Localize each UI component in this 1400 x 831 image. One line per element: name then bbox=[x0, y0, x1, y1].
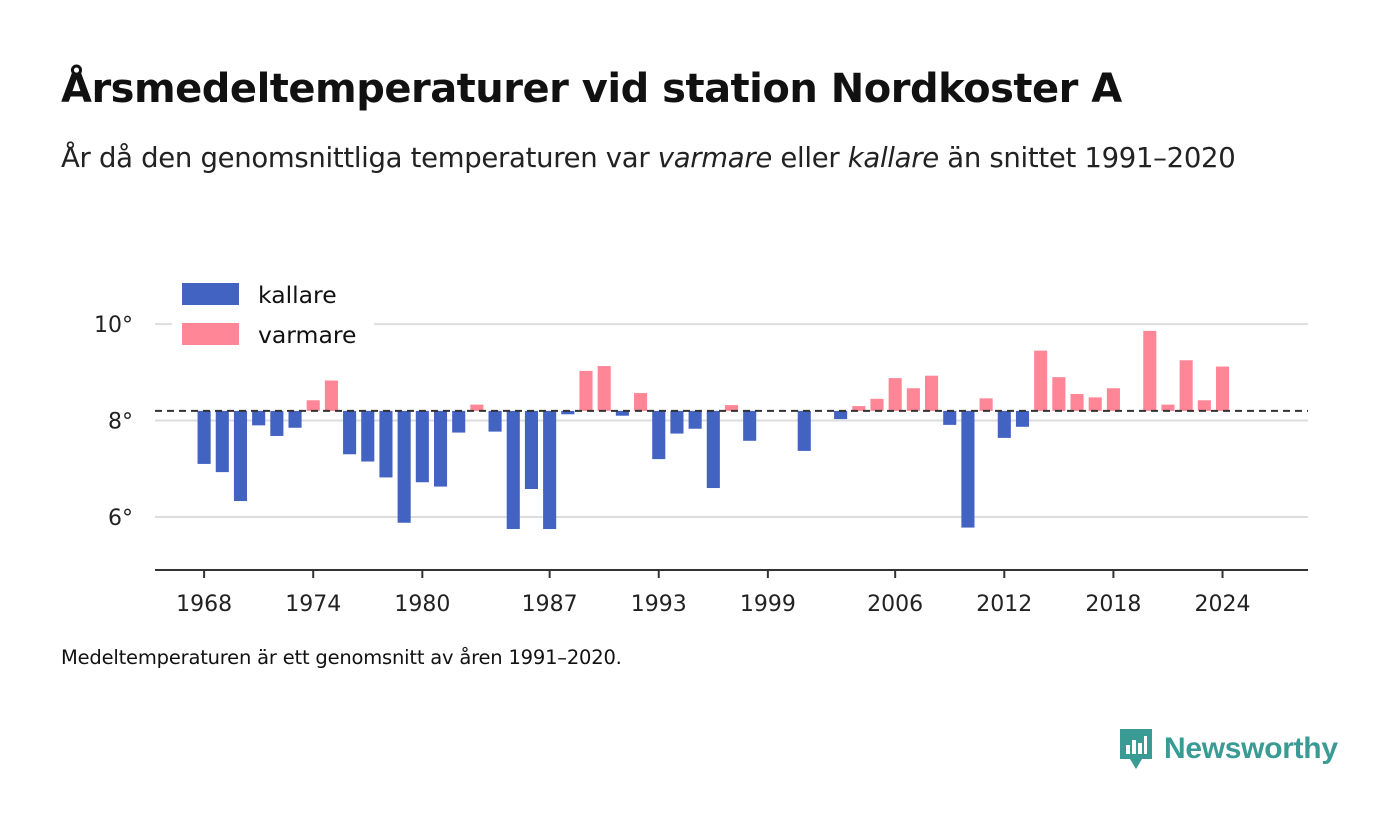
x-tick-label: 1968 bbox=[176, 592, 232, 617]
bar-2015 bbox=[1052, 377, 1066, 411]
x-tick-label: 2012 bbox=[976, 592, 1032, 617]
bar-1987 bbox=[543, 410, 557, 530]
bar-1968 bbox=[197, 410, 211, 464]
brand-name: Newsworthy bbox=[1164, 732, 1338, 765]
bar-2021 bbox=[1161, 404, 1175, 411]
bar-1971 bbox=[252, 410, 266, 426]
legend-label-kallare: kallare bbox=[258, 281, 337, 309]
bar-1983 bbox=[470, 404, 484, 411]
bar-1998 bbox=[743, 410, 757, 441]
bar-2020 bbox=[1143, 330, 1157, 411]
bar-2011 bbox=[979, 398, 993, 411]
bar-2018 bbox=[1106, 388, 1120, 411]
x-tick-label: 2024 bbox=[1195, 592, 1251, 617]
bar-1996 bbox=[706, 410, 720, 489]
newsworthy-logo-icon bbox=[1120, 729, 1152, 769]
bar-2004 bbox=[852, 406, 866, 411]
bar-2010 bbox=[961, 410, 975, 528]
x-tick-label: 1987 bbox=[522, 592, 578, 617]
bar-1974 bbox=[306, 400, 320, 411]
bar-1988 bbox=[561, 410, 575, 415]
x-tick-label: 1993 bbox=[631, 592, 687, 617]
bar-1993 bbox=[652, 410, 666, 460]
subtitle-text-1: År då den genomsnittliga temperaturen va… bbox=[61, 142, 658, 174]
bar-2023 bbox=[1197, 400, 1211, 411]
bar-1997 bbox=[724, 405, 739, 411]
bar-1980 bbox=[415, 410, 429, 483]
bar-2006 bbox=[888, 378, 902, 411]
y-tick-label: 8° bbox=[108, 410, 133, 435]
bar-1985 bbox=[506, 410, 520, 530]
chart-subtitle: År då den genomsnittliga temperaturen va… bbox=[61, 137, 1261, 180]
bar-1975 bbox=[324, 380, 338, 411]
legend-swatch-varmare bbox=[182, 323, 239, 345]
bar-1986 bbox=[524, 410, 538, 489]
x-tick-label: 1980 bbox=[394, 592, 450, 617]
bar-1995 bbox=[688, 410, 702, 429]
subtitle-text-2: eller bbox=[771, 142, 848, 174]
bar-2014 bbox=[1034, 350, 1048, 411]
bar-2022 bbox=[1179, 360, 1193, 411]
bar-1991 bbox=[615, 410, 629, 416]
brand-logo: Newsworthy bbox=[1118, 726, 1338, 772]
bar-2003 bbox=[834, 410, 848, 420]
bar-2007 bbox=[906, 388, 920, 411]
bar-2012 bbox=[997, 410, 1011, 438]
bar-1994 bbox=[670, 410, 684, 434]
bar-1972 bbox=[270, 410, 284, 436]
legend-swatch-kallare bbox=[182, 283, 239, 305]
bar-1979 bbox=[397, 410, 411, 523]
legend-label-varmare: varmare bbox=[258, 321, 356, 349]
bar-1982 bbox=[452, 410, 466, 433]
bar-1978 bbox=[379, 410, 393, 478]
bar-1992 bbox=[634, 393, 648, 411]
chart-title: Årsmedeltemperaturer vid station Nordkos… bbox=[61, 66, 1122, 112]
footnote: Medeltemperaturen är ett genomsnitt av å… bbox=[61, 646, 622, 669]
bar-2016 bbox=[1070, 394, 1084, 411]
subtitle-cold-word: kallare bbox=[847, 142, 939, 174]
x-tick-label: 2006 bbox=[867, 592, 923, 617]
bar-1973 bbox=[288, 410, 302, 428]
bar-2005 bbox=[870, 398, 884, 411]
y-tick-label: 6° bbox=[108, 506, 133, 531]
bar-2008 bbox=[925, 375, 939, 411]
bar-1984 bbox=[488, 410, 502, 432]
bar-2024 bbox=[1215, 366, 1230, 411]
bar-2017 bbox=[1088, 397, 1102, 411]
bar-1976 bbox=[343, 410, 357, 455]
bar-2009 bbox=[943, 410, 957, 425]
x-tick-label: 1974 bbox=[285, 592, 341, 617]
bar-1970 bbox=[233, 410, 248, 502]
bar-2001 bbox=[797, 410, 811, 451]
bar-1981 bbox=[433, 410, 448, 487]
subtitle-warm-word: varmare bbox=[657, 142, 773, 174]
subtitle-text-3: än snittet 1991–2020 bbox=[938, 142, 1236, 174]
bar-1969 bbox=[215, 410, 229, 473]
bar-1989 bbox=[579, 370, 593, 411]
x-tick-label: 2018 bbox=[1085, 592, 1141, 617]
bar-2013 bbox=[1015, 410, 1030, 427]
bar-1977 bbox=[361, 410, 375, 462]
bar-1990 bbox=[597, 366, 611, 411]
x-tick-label: 1999 bbox=[740, 592, 796, 617]
y-tick-label: 10° bbox=[94, 313, 133, 338]
bar-chart: 6° 8° 10° 1968 1974 1980 1987 1993 1999 2006 2012 2… bbox=[94, 281, 1308, 617]
